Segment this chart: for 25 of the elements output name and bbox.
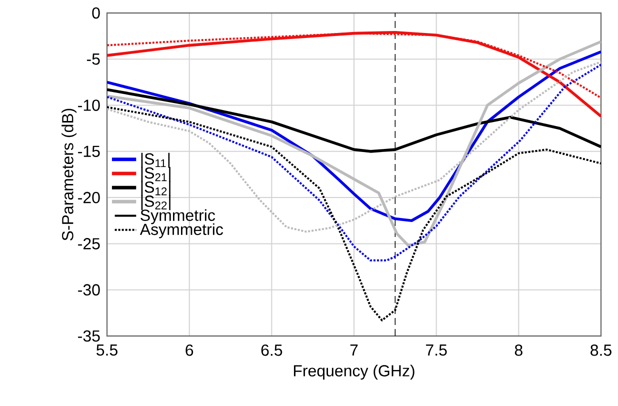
legend-label: |S$_{12}$| [141, 181, 170, 196]
y-tick-label: -35 [78, 330, 100, 342]
y-axis-title: S-Parameters (dB) [62, 108, 76, 240]
x-tick-label: 8 [514, 344, 522, 356]
y-tick-label: -25 [78, 238, 100, 250]
y-tick-label: -5 [86, 54, 100, 65]
annotation: Symmetric [140, 209, 216, 224]
x-tick-label: 6 [186, 344, 194, 356]
y-tick-label: -10 [78, 100, 100, 111]
x-tick-label: 7 [350, 344, 358, 356]
line-series [107, 30, 601, 118]
annotation: Asymmetric [140, 223, 224, 238]
y-tick-label: 0 [92, 7, 100, 19]
legend-label: |S$_{11}$| [141, 152, 170, 168]
x-tick-label: 5.5 [96, 344, 118, 356]
legend-label: |S$_{21}$| [141, 166, 170, 182]
x-tick-label: 6.5 [261, 344, 282, 356]
y-tick-label: -15 [78, 146, 100, 157]
x-axis-title: Frequency (GHz) [294, 364, 414, 380]
y-tick-label: -20 [78, 192, 100, 204]
x-tick-label: 7.5 [426, 344, 447, 356]
x-tick-label: 8.5 [590, 344, 612, 356]
line-series [107, 64, 601, 262]
y-tick-label: -30 [78, 284, 100, 296]
legend-label: |S$_{22}$| [141, 195, 170, 210]
